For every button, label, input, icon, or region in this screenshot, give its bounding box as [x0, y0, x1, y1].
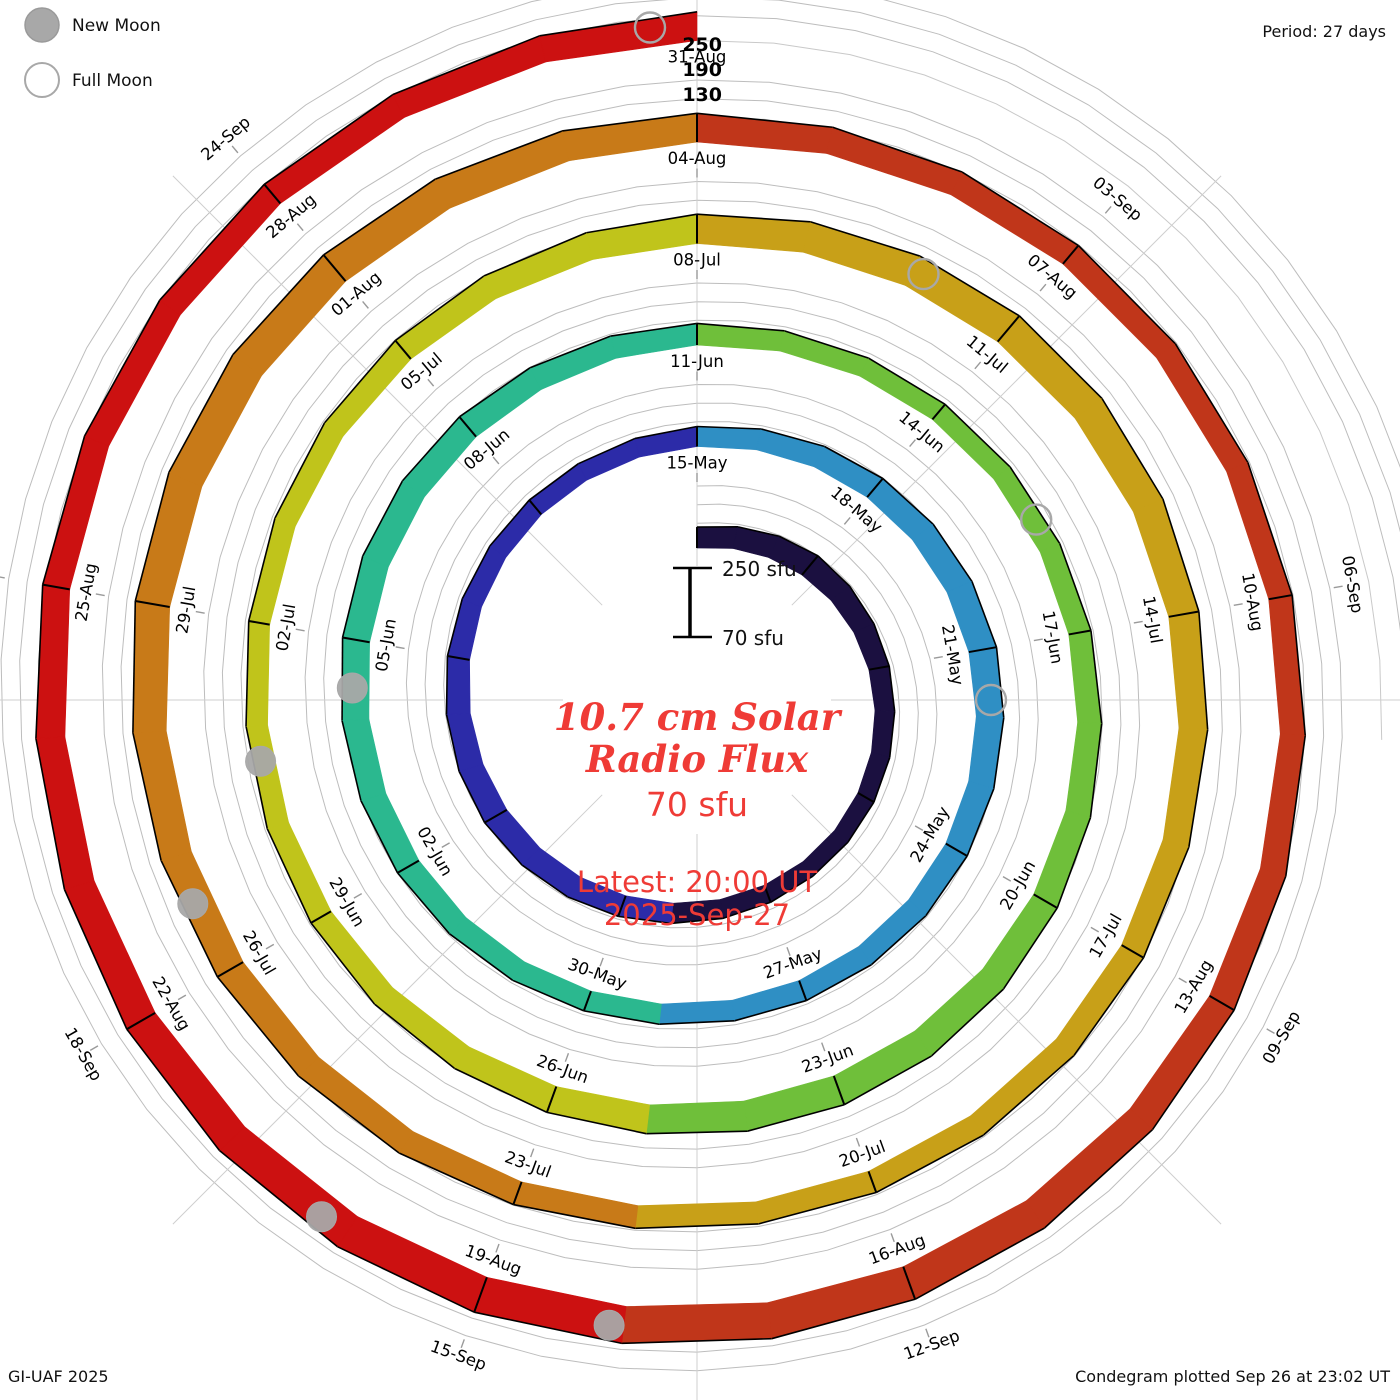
new-moon-legend-label: New Moon — [72, 16, 161, 36]
chart-title-line2: Radio Flux — [585, 737, 809, 781]
date-label: 15-Sep — [428, 1337, 489, 1375]
date-label: 24-Sep — [197, 112, 254, 164]
new-moon-marker — [593, 1309, 625, 1341]
radial-axis-labels: 250 190 130 — [682, 34, 722, 106]
date-label: 03-Sep — [1089, 173, 1146, 225]
date-label: 25-Aug — [72, 562, 101, 623]
full-moon-legend-label: Full Moon — [72, 71, 153, 91]
radial-axis-label: 250 — [682, 34, 722, 56]
flux-spiral-bands — [35, 10, 1307, 1345]
scale-bottom-label: 70 sfu — [722, 626, 784, 650]
date-label: 11-Jun — [670, 352, 724, 371]
latest-time: Latest: 20:00 UT — [577, 865, 818, 899]
day-ticks — [0, 67, 1343, 1349]
date-label: 15-May — [666, 454, 727, 473]
credit-label: GI-UAF 2025 — [8, 1367, 109, 1386]
new-moon-marker — [306, 1201, 337, 1233]
plotted-timestamp: Condegram plotted Sep 26 at 23:02 UT — [1075, 1367, 1390, 1386]
new-moon-icon — [24, 7, 60, 43]
moon-legend: New Moon Full Moon — [24, 7, 161, 98]
chart-title-line1: 10.7 cm Solar — [554, 695, 843, 739]
full-moon-marker — [907, 257, 940, 291]
full-moon-marker — [633, 11, 667, 44]
new-moon-marker — [177, 888, 209, 920]
date-label: 08-Jul — [673, 251, 721, 270]
moon-markers — [177, 11, 1053, 1341]
date-label: 09-Sep — [1259, 1008, 1304, 1068]
date-label: 29-Jul — [172, 585, 199, 635]
current-flux-value: 70 sfu — [646, 785, 748, 824]
new-moon-marker — [245, 745, 277, 777]
scale-bar: 250 sfu 70 sfu — [673, 557, 797, 650]
new-moon-marker — [336, 672, 368, 704]
date-label: 06-Sep — [1338, 554, 1367, 614]
radial-axis-label: 130 — [682, 84, 722, 106]
radial-axis-label: 190 — [682, 59, 722, 81]
latest-date: 2025-Sep-27 — [604, 898, 790, 932]
scale-top-label: 250 sfu — [722, 557, 797, 581]
period-readout: Period: 27 days — [1262, 22, 1386, 41]
date-label: 31-Aug — [668, 48, 727, 67]
full-moon-icon — [24, 62, 60, 98]
date-label: 18-Sep — [61, 1024, 106, 1084]
full-moon-marker — [1019, 503, 1053, 536]
full-moon-marker — [974, 683, 1008, 717]
date-label: 02-Jul — [272, 602, 299, 652]
date-label: 12-Sep — [901, 1326, 962, 1364]
date-label: 17-Jun — [1039, 609, 1067, 665]
center-readout: 10.7 cm Solar Radio Flux 70 sfu Latest: … — [554, 695, 843, 932]
date-label: 04-Aug — [668, 149, 727, 168]
date-label: 05-Jun — [372, 617, 400, 673]
date-label: 14-Jul — [1139, 595, 1166, 645]
